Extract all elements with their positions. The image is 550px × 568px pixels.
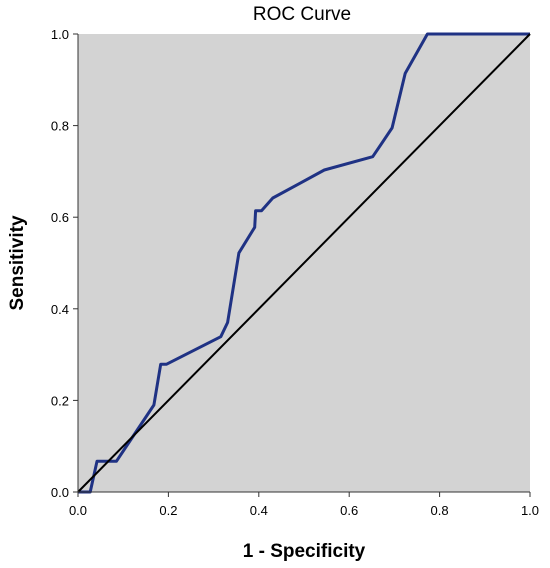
roc-curve-line — [78, 32, 530, 494]
axes-layer — [77, 34, 530, 493]
y-tick-label: 0.8 — [51, 119, 69, 134]
x-tick-label: 0.8 — [431, 503, 449, 518]
x-tick-label: 1.0 — [521, 503, 539, 518]
x-tick-label: 0.4 — [250, 503, 268, 518]
x-tick-label: 0.2 — [159, 503, 177, 518]
y-tick-label: 0.0 — [51, 485, 69, 500]
series-layer — [77, 32, 531, 494]
x-axis-label: 1 - Specificity — [243, 541, 366, 562]
chart-title: ROC Curve — [253, 4, 351, 25]
y-tick-label: 1.0 — [51, 27, 69, 42]
reference-diagonal-line — [77, 33, 531, 493]
y-axis-label: Sensitivity — [7, 215, 28, 310]
y-tick-label: 0.2 — [51, 393, 69, 408]
y-tick-label: 0.4 — [51, 302, 69, 317]
x-axis-ticks: 0.0 0.2 0.4 0.6 0.8 1.0 — [69, 492, 539, 518]
x-tick-label: 0.6 — [340, 503, 358, 518]
x-tick-label: 0.0 — [69, 503, 87, 518]
y-tick-label: 0.6 — [51, 210, 69, 225]
y-axis-ticks: 0.0 0.2 0.4 0.6 0.8 1.0 — [51, 27, 78, 500]
